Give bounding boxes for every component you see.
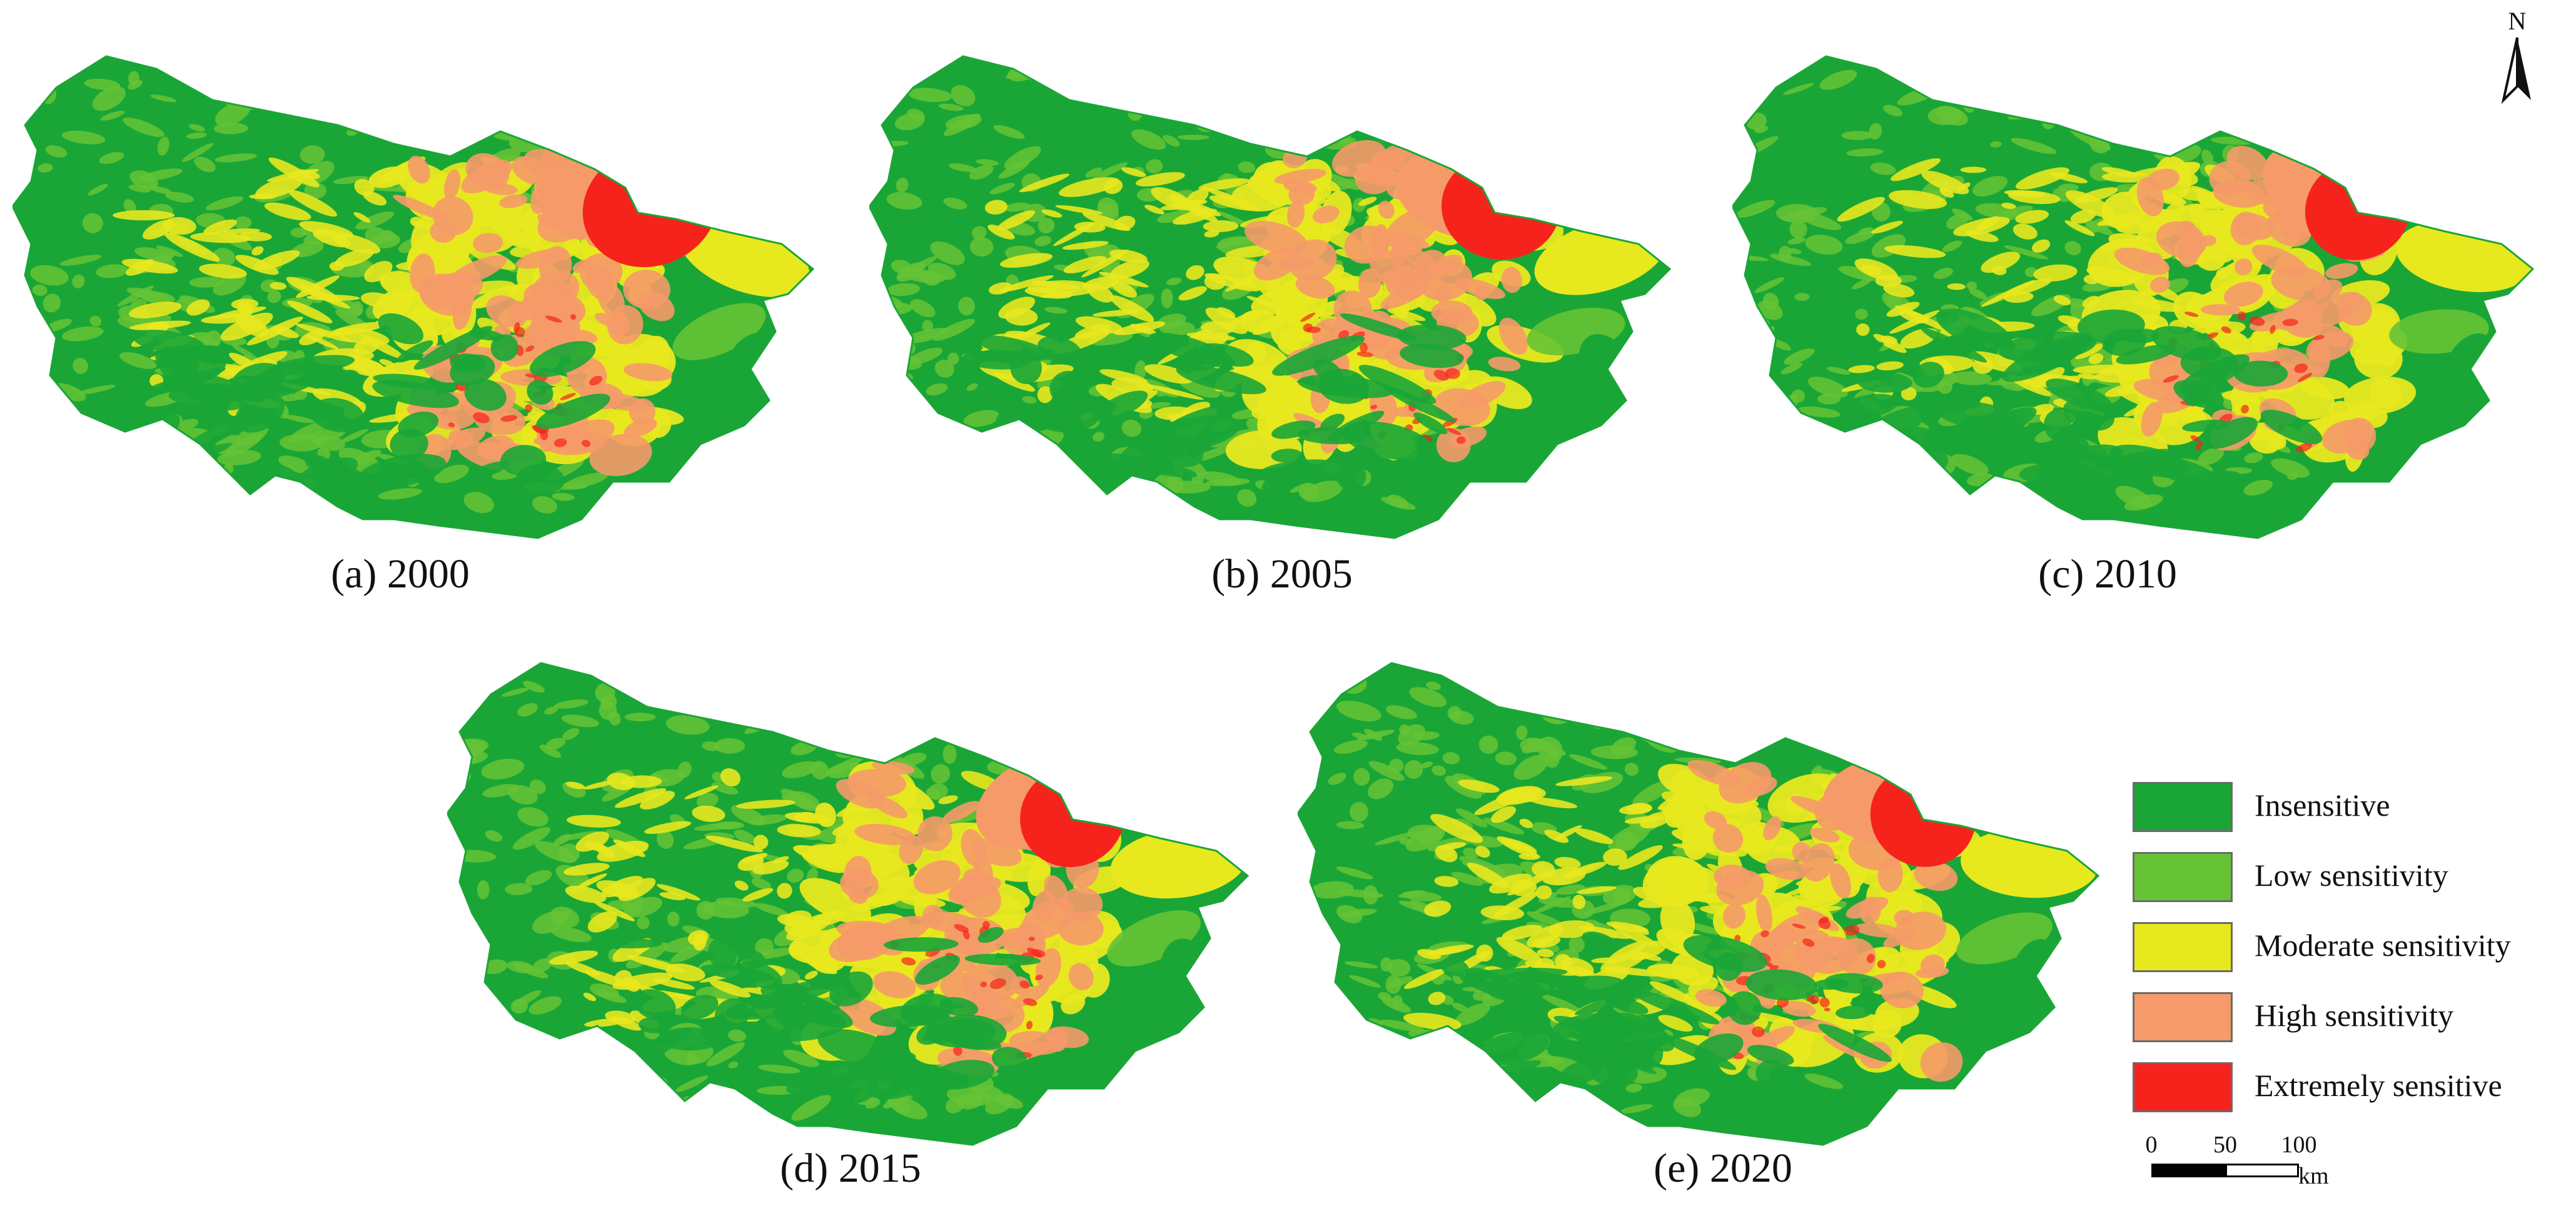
legend-label: Low sensitivity xyxy=(2255,858,2448,893)
scale-unit: km xyxy=(2298,1163,2329,1189)
north-arrow: N xyxy=(2492,6,2542,106)
scale-tick-100: 100 xyxy=(2281,1132,2317,1158)
legend-swatch xyxy=(2133,992,2233,1042)
map-panel-2005 xyxy=(869,44,1682,544)
scale-tick-0: 0 xyxy=(2145,1132,2158,1158)
legend-swatch xyxy=(2133,852,2233,902)
sensitivity-map xyxy=(13,55,815,539)
scale-bar: 0 50 100 km xyxy=(2145,1131,2345,1194)
caption-2005: (b) 2005 xyxy=(1211,551,1353,597)
north-arrow-icon xyxy=(2501,37,2531,104)
legend-label: Extremely sensitive xyxy=(2255,1068,2502,1103)
legend-item-moderate: Moderate sensitivity xyxy=(2133,922,2570,976)
legend-item-extreme: Extremely sensitive xyxy=(2133,1062,2570,1116)
legend-label: Moderate sensitivity xyxy=(2255,928,2511,963)
caption-2015: (d) 2015 xyxy=(780,1145,921,1191)
map-panel-2020 xyxy=(1298,651,2111,1151)
scale-bar-black xyxy=(2151,1164,2226,1177)
north-label: N xyxy=(2508,7,2527,35)
caption-2010: (c) 2010 xyxy=(2038,551,2177,597)
map-panel-2015 xyxy=(447,651,1260,1151)
map-panel-2010 xyxy=(1732,44,2545,544)
legend-label: Insensitive xyxy=(2255,788,2390,823)
legend-item-low: Low sensitivity xyxy=(2133,852,2570,906)
scale-tick-50: 50 xyxy=(2213,1132,2237,1158)
scale-bar-white xyxy=(2225,1164,2299,1177)
sensitivity-map xyxy=(869,55,1672,539)
legend-swatch xyxy=(2133,922,2233,972)
legend-swatch xyxy=(2133,782,2233,832)
legend-item-insensitive: Insensitive xyxy=(2133,782,2570,836)
sensitivity-map xyxy=(1298,662,2100,1146)
sensitivity-map xyxy=(447,662,1250,1146)
caption-2020: (e) 2020 xyxy=(1654,1145,1792,1191)
legend-item-high: High sensitivity xyxy=(2133,992,2570,1046)
sensitivity-map xyxy=(1732,55,2535,539)
map-panel-2000 xyxy=(13,44,826,544)
legend-label: High sensitivity xyxy=(2255,998,2454,1033)
caption-2000: (a) 2000 xyxy=(331,551,470,597)
legend-swatch xyxy=(2133,1062,2233,1112)
